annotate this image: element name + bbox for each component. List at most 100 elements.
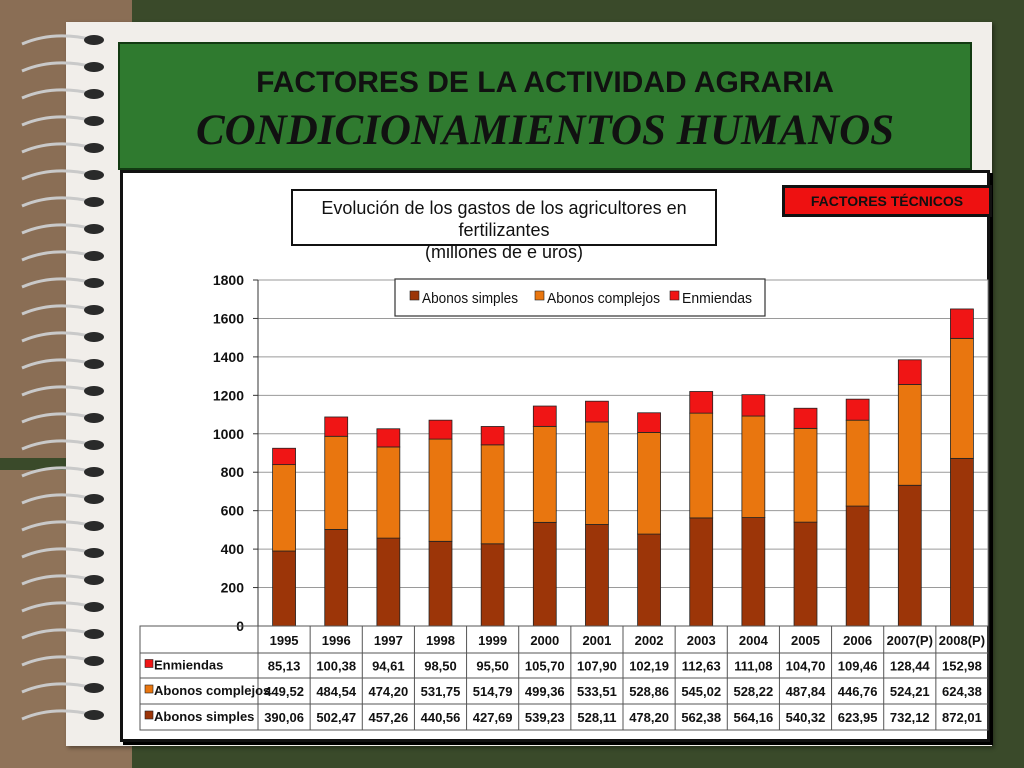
x-tick-label: 2005: [791, 633, 820, 648]
ring-hole: [84, 494, 104, 504]
ring-hole: [84, 251, 104, 261]
chart-legend: Abonos simples Abonos complejos Enmiendas: [394, 278, 766, 317]
ring-hole: [84, 170, 104, 180]
ring-hole: [84, 89, 104, 99]
bar-enmiendas: [637, 412, 661, 433]
table-value: 107,90: [577, 659, 617, 674]
chart-title-line2: (millones de e uros): [424, 242, 584, 262]
bar-enmiendas: [845, 398, 870, 421]
bar-abonos-complejos: [272, 464, 296, 552]
spiral-binding-icon: [21, 34, 104, 721]
table-value: 484,54: [316, 684, 357, 699]
table-value: 732,12: [890, 710, 930, 725]
table-value: 94,61: [372, 659, 405, 674]
bar-abonos-simples: [897, 484, 922, 627]
bar-abonos-complejos: [324, 435, 349, 530]
bar-enmiendas: [585, 400, 609, 423]
ring-hole: [84, 386, 104, 396]
slide-title: FACTORES DE LA ACTIVIDAD AGRARIA: [256, 66, 834, 99]
factores-tecnicos-badge: FACTORES TÉCNICOS: [782, 185, 992, 217]
bar-enmiendas: [689, 391, 714, 414]
ring-hole: [84, 521, 104, 531]
table-value: 100,38: [316, 659, 356, 674]
table-legend-swatch: [144, 710, 154, 720]
table-row-label: Abonos complejos: [154, 683, 270, 698]
y-tick-label: 1200: [213, 387, 244, 403]
y-tick-label: 1000: [213, 426, 244, 442]
table-value: 449,52: [264, 684, 304, 699]
x-tick-label: 2001: [582, 633, 611, 648]
ring-hole: [84, 35, 104, 45]
table-value: 95,50: [476, 659, 509, 674]
ring-hole: [84, 656, 104, 666]
y-tick-label: 400: [221, 541, 245, 557]
bar-abonos-simples: [532, 521, 557, 627]
bar-enmiendas: [897, 359, 922, 385]
bar-abonos-complejos: [376, 446, 401, 539]
ring-hole: [84, 467, 104, 477]
x-tick-label: 2006: [843, 633, 872, 648]
table-value: 539,23: [525, 710, 565, 725]
ring-hole: [84, 224, 104, 234]
bar-enmiendas: [950, 308, 974, 339]
ring-hole: [84, 683, 104, 693]
table-value: 528,86: [629, 684, 669, 699]
table-value: 98,50: [424, 659, 457, 674]
x-tick-label: 1996: [322, 633, 351, 648]
table-value: 457,26: [368, 710, 408, 725]
bar-abonos-complejos: [793, 427, 818, 523]
table-value: 111,08: [734, 659, 772, 674]
bar-abonos-complejos: [532, 425, 557, 523]
bar-abonos-complejos: [741, 415, 766, 518]
table-value: 109,46: [838, 659, 878, 674]
bar-abonos-simples: [845, 505, 870, 627]
y-tick-label: 800: [221, 464, 245, 480]
table-row-label: Abonos simples: [154, 709, 254, 724]
table-value: 528,11: [577, 710, 616, 725]
bar-enmiendas: [324, 416, 349, 437]
table-legend-swatch: [144, 659, 154, 668]
plot-area: [257, 279, 989, 627]
ring-hole: [84, 710, 104, 720]
legend-swatch: [669, 290, 680, 301]
x-tick-label: 1998: [426, 633, 455, 648]
y-tick-label: 1400: [213, 349, 244, 365]
table-value: 102,19: [629, 659, 669, 674]
table-legend-swatch: [144, 684, 154, 694]
table-value: 531,75: [421, 684, 461, 699]
ring-hole: [84, 143, 104, 153]
legend-swatch: [534, 290, 545, 301]
table-value: 624,38: [942, 684, 982, 699]
table-value: 390,06: [264, 710, 304, 725]
table-value: 564,16: [733, 710, 773, 725]
chart-title: Evolución de los gastos de los agriculto…: [291, 189, 717, 262]
bar-abonos-complejos: [585, 421, 609, 525]
bar-abonos-simples: [637, 533, 661, 627]
bar-abonos-simples: [689, 517, 714, 627]
y-tick-label: 1600: [213, 310, 244, 326]
bar-abonos-complejos: [845, 419, 870, 507]
slide-subtitle: CONDICIONAMIENTOS HUMANOS: [195, 107, 895, 154]
x-tick-label: 2000: [530, 633, 559, 648]
legend-swatch: [409, 290, 420, 301]
x-tick-label: 2007(P): [887, 633, 933, 648]
bar-abonos-complejos: [428, 438, 453, 542]
table-value: 85,13: [268, 659, 301, 674]
bar-enmiendas: [272, 447, 296, 466]
table-value: 499,36: [525, 684, 565, 699]
table-value: 112,63: [682, 659, 721, 674]
slide-header: FACTORES DE LA ACTIVIDAD AGRARIA CONDICI…: [118, 42, 972, 170]
bar-abonos-complejos: [897, 384, 922, 486]
bar-abonos-simples: [793, 521, 818, 627]
x-tick-label: 1995: [270, 633, 299, 648]
table-value: 105,70: [525, 659, 565, 674]
bar-abonos-simples: [324, 529, 349, 627]
x-tick-label: 2008(P): [939, 633, 985, 648]
table-value: 446,76: [838, 684, 878, 699]
ring-hole: [84, 197, 104, 207]
bar-abonos-simples: [585, 524, 609, 627]
bar-abonos-complejos: [689, 412, 714, 519]
bar-enmiendas: [532, 405, 557, 427]
table-value: 152,98: [942, 659, 982, 674]
bar-abonos-simples: [950, 457, 974, 627]
